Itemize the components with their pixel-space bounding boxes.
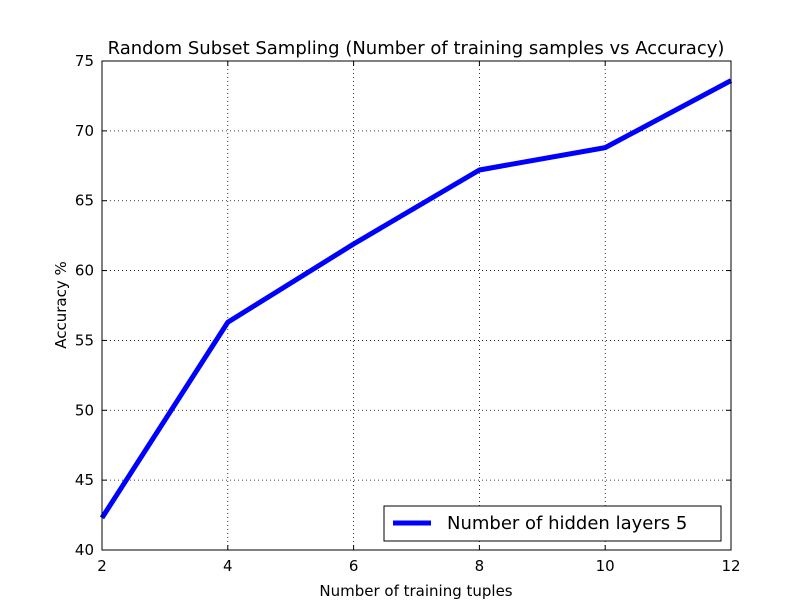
y-tick-label: 45 <box>75 471 94 489</box>
x-tick-label: 12 <box>721 557 740 575</box>
x-tick-label: 4 <box>223 557 233 575</box>
legend: Number of hidden layers 5 <box>384 506 721 541</box>
y-tick-label: 65 <box>75 192 94 210</box>
x-tick-label: 10 <box>596 557 615 575</box>
y-tick-label: 75 <box>75 52 94 70</box>
y-tick-label: 40 <box>75 541 94 559</box>
plot-area <box>102 61 731 550</box>
legend-label: Number of hidden layers 5 <box>447 513 687 534</box>
y-tick-label: 50 <box>75 401 94 419</box>
y-axis-label: Accuracy % <box>52 261 70 349</box>
y-tick-label: 60 <box>75 262 94 280</box>
x-axis-label: Number of training tuples <box>319 582 512 600</box>
chart-title: Random Subset Sampling (Number of traini… <box>108 38 725 59</box>
y-tick-label: 70 <box>75 122 94 140</box>
x-tick-label: 6 <box>349 557 359 575</box>
x-tick-label: 2 <box>97 557 107 575</box>
y-tick-label: 55 <box>75 331 94 349</box>
x-tick-label: 8 <box>475 557 485 575</box>
